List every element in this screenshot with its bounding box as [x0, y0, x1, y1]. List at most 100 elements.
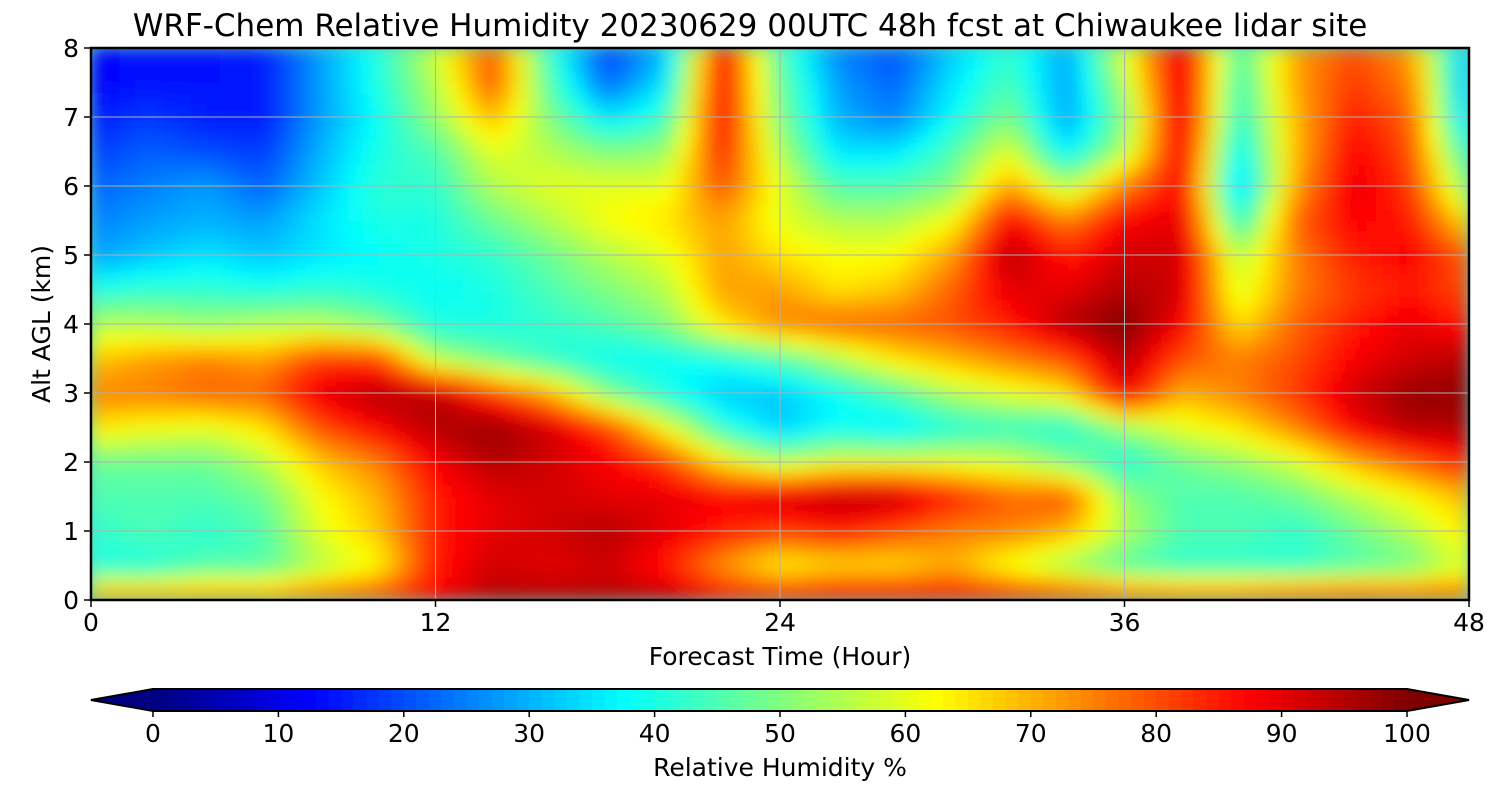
heatmap-cell [234, 496, 250, 509]
heatmap-cell [1109, 415, 1125, 428]
heatmap-cell [564, 346, 580, 359]
heatmap-cell [1181, 312, 1197, 325]
heatmap-cell [1411, 438, 1427, 451]
heatmap-cell [808, 576, 824, 589]
heatmap-cell [305, 381, 322, 394]
heatmap-cell [435, 530, 451, 543]
heatmap-cell [147, 576, 164, 589]
heatmap-cell [1324, 243, 1341, 256]
colorbar-segment [754, 689, 769, 711]
heatmap-cell [1281, 369, 1298, 382]
heatmap-cell [1281, 266, 1298, 279]
heatmap-cell [1411, 128, 1427, 141]
heatmap-cell [549, 484, 566, 497]
heatmap-cell [449, 59, 465, 72]
heatmap-cell [564, 358, 580, 371]
heatmap-cell [1023, 484, 1039, 497]
heatmap-cell [1009, 93, 1025, 106]
heatmap-cell [1253, 312, 1269, 325]
heatmap-cell [1009, 542, 1025, 555]
heatmap-cell [1167, 162, 1183, 175]
heatmap-cell [1080, 576, 1097, 589]
heatmap-cell [363, 185, 379, 198]
colorbar-segment [1381, 689, 1396, 711]
heatmap-cell [994, 427, 1011, 440]
heatmap-cell [621, 576, 637, 589]
heatmap-cell [937, 197, 953, 210]
colorbar-segment [290, 689, 305, 711]
heatmap-cell [535, 174, 551, 187]
heatmap-cell [865, 266, 881, 279]
heatmap-cell [879, 162, 896, 175]
heatmap-cell [305, 139, 322, 152]
heatmap-cell [908, 162, 925, 175]
heatmap-cell [1339, 59, 1355, 72]
heatmap-cell [679, 530, 695, 543]
heatmap-cell [923, 105, 939, 118]
heatmap-cell [363, 208, 379, 221]
heatmap-cell [908, 128, 925, 141]
heatmap-cell [592, 565, 609, 578]
heatmap-cell [750, 70, 767, 83]
heatmap-cell [1310, 220, 1326, 233]
heatmap-cell [391, 116, 408, 129]
heatmap-cell [521, 277, 537, 290]
heatmap-cell [234, 427, 250, 440]
heatmap-cell [1009, 48, 1025, 60]
heatmap-cell [1439, 220, 1456, 233]
heatmap-cell [865, 404, 881, 417]
heatmap-cell [1339, 450, 1355, 463]
heatmap-cell [679, 415, 695, 428]
heatmap-cell [363, 266, 379, 279]
heatmap-cell [994, 197, 1011, 210]
heatmap-cell [420, 116, 436, 129]
heatmap-cell [377, 588, 393, 600]
heatmap-cell [248, 151, 264, 164]
heatmap-cell [750, 530, 767, 543]
heatmap-cell [894, 289, 910, 302]
heatmap-cell [463, 59, 480, 72]
heatmap-cell [578, 415, 594, 428]
heatmap-cell [1238, 312, 1255, 325]
heatmap-cell [162, 70, 178, 83]
heatmap-cell [923, 542, 939, 555]
heatmap-cell [1080, 392, 1097, 405]
heatmap-cell [248, 70, 264, 83]
heatmap-cell [1396, 174, 1413, 187]
heatmap-cell [248, 93, 264, 106]
heatmap-cell [1238, 220, 1255, 233]
heatmap-cell [707, 496, 724, 509]
heatmap-cell [1080, 438, 1097, 451]
heatmap-cell [879, 335, 896, 348]
heatmap-cell [1023, 59, 1039, 72]
heatmap-cell [1296, 266, 1312, 279]
heatmap-cell [793, 427, 810, 440]
heatmap-cell [1037, 542, 1054, 555]
heatmap-cell [851, 105, 867, 118]
heatmap-cell [635, 116, 652, 129]
heatmap-cell [234, 473, 250, 486]
heatmap-cell [923, 312, 939, 325]
heatmap-cell [1195, 151, 1212, 164]
heatmap-cell [1210, 346, 1226, 359]
heatmap-cell [894, 542, 910, 555]
heatmap-cell [851, 128, 867, 141]
heatmap-cell [1009, 381, 1025, 394]
heatmap-cell [1324, 266, 1341, 279]
heatmap-cell [707, 427, 724, 440]
heatmap-cell [1281, 151, 1298, 164]
heatmap-cell [650, 496, 666, 509]
heatmap-cell [277, 565, 293, 578]
heatmap-cell [1411, 151, 1427, 164]
heatmap-cell [1353, 565, 1370, 578]
heatmap-cell [736, 369, 752, 382]
heatmap-cell [750, 576, 767, 589]
heatmap-cell [865, 231, 881, 244]
heatmap-cell [219, 254, 236, 267]
heatmap-cell [1152, 358, 1169, 371]
heatmap-cell [1411, 542, 1427, 555]
heatmap-cell [607, 335, 623, 348]
heatmap-cell [1167, 381, 1183, 394]
heatmap-cell [865, 185, 881, 198]
heatmap-cell [650, 473, 666, 486]
